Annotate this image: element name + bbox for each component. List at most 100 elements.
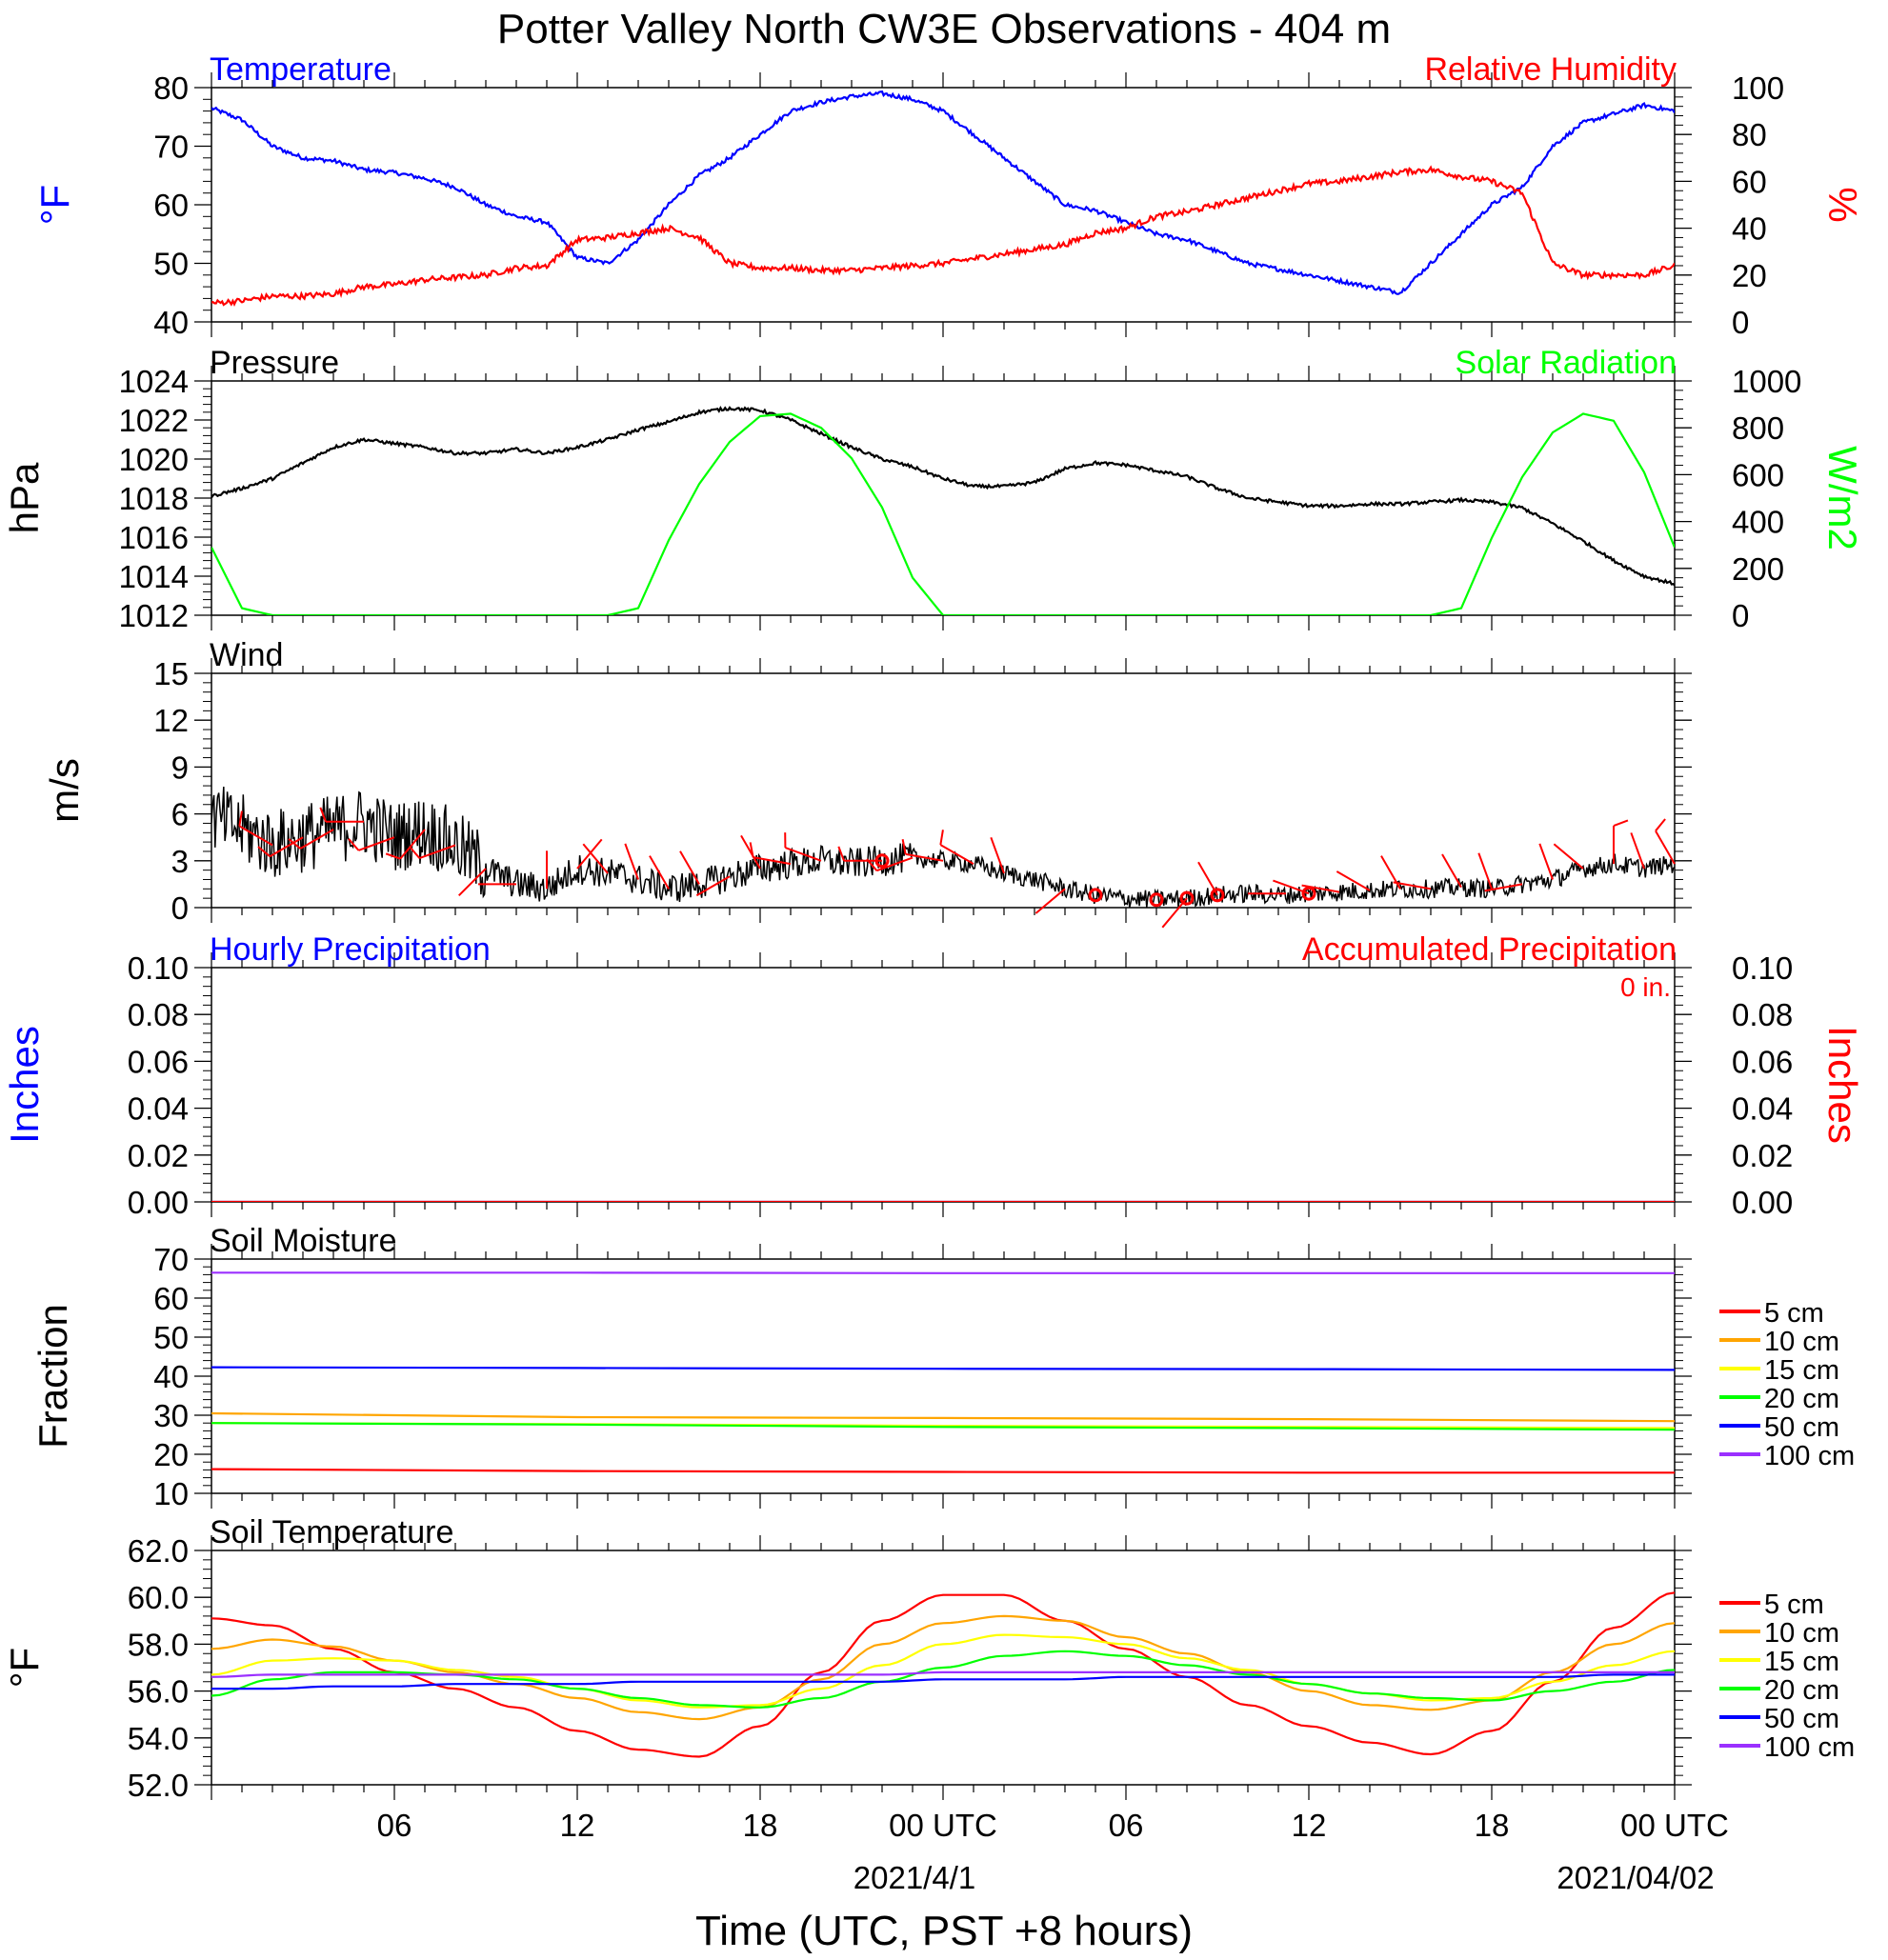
panel-title-left: Pressure (210, 345, 339, 381)
wind-barb (299, 829, 334, 850)
y-left-tick-label: 56.0 (128, 1674, 189, 1710)
series-line-20-cm (211, 1422, 1675, 1431)
y-left-tick-label: 52.0 (128, 1768, 189, 1803)
y-right-tick-label: 20 (1732, 258, 1767, 293)
series-line-50-cm (211, 1673, 1675, 1690)
y-left-tick-label: 0.10 (128, 950, 189, 986)
x-axis-label: Time (UTC, PST +8 hours) (695, 1908, 1193, 1954)
series-line-50-cm (211, 1366, 1675, 1371)
y-right-tick-label: 600 (1732, 457, 1784, 492)
y-left-tick-label: 60 (153, 1281, 189, 1316)
y-right-tick-label: 0.02 (1732, 1138, 1793, 1173)
wind-barb (649, 855, 670, 890)
legend-label: 20 cm (1764, 1675, 1839, 1706)
x-axis-date-2: 2021/04/02 (1557, 1860, 1714, 1895)
wind-barb (419, 844, 456, 860)
wind-barb (679, 850, 700, 885)
x-tick-label: 06 (1109, 1808, 1144, 1843)
y-right-axis-label: W/m2 (1820, 446, 1865, 550)
wind-barb-flag (939, 830, 944, 846)
y-left-tick-label: 10 (153, 1476, 189, 1511)
series-line-wind-speed (211, 786, 1675, 908)
series-line-pressure (211, 405, 1675, 587)
y-left-tick-label: 60.0 (128, 1580, 189, 1615)
legend-label: 15 cm (1764, 1355, 1839, 1386)
wind-barb (1336, 870, 1371, 891)
y-left-tick-label: 70 (153, 1242, 189, 1277)
panel-title-right: Accumulated Precipitation (1302, 931, 1677, 968)
wind-barb (905, 852, 944, 862)
x-tick-label: 12 (560, 1808, 595, 1843)
panel-frame (211, 672, 1676, 909)
x-tick-label: 00 UTC (1620, 1808, 1729, 1843)
legend-label: 10 cm (1764, 1327, 1839, 1357)
y-left-tick-label: 62.0 (128, 1533, 189, 1569)
wind-barb (740, 834, 761, 870)
panel-title-left: Soil Moisture (210, 1223, 397, 1259)
panel-title-left: Hourly Precipitation (210, 931, 491, 968)
wind-barb (1477, 852, 1493, 890)
y-left-tick-label: 12 (153, 703, 189, 738)
y-left-tick-label: 1024 (119, 364, 189, 399)
wind-barb (1538, 843, 1554, 880)
wind-barb-flag (749, 842, 754, 858)
y-left-axis-label: °F (32, 185, 77, 225)
panel-frame (211, 87, 1676, 323)
wind-barb (876, 856, 914, 872)
series-line-temperature (211, 90, 1675, 295)
panel-frame (211, 967, 1676, 1203)
panel-wind: 0 3 6 9 12 15 Wind m/s (42, 637, 1692, 929)
y-right-axis-label: % (1820, 187, 1865, 222)
wind-barb-flag (385, 852, 401, 860)
y-right-tick-label: 800 (1732, 410, 1784, 446)
panel-frame (211, 380, 1676, 616)
y-right-tick-label: 60 (1732, 164, 1767, 199)
wind-barb (358, 836, 395, 851)
y-left-tick-label: 30 (153, 1398, 189, 1433)
y-left-tick-label: 6 (171, 797, 189, 832)
wind-barb (1655, 830, 1676, 865)
x-axis-date-1: 2021/4/1 (854, 1860, 975, 1895)
wind-barb-flag (238, 810, 243, 827)
figure-title: Potter Valley North CW3E Observations - … (497, 6, 1391, 52)
legend-label: 10 cm (1764, 1618, 1839, 1649)
wind-barb (576, 838, 603, 870)
y-right-tick-label: 100 (1732, 70, 1784, 106)
y-right-tick-label: 200 (1732, 551, 1784, 587)
y-right-tick-label: 1000 (1732, 364, 1801, 399)
y-left-tick-label: 40 (153, 305, 189, 340)
calm-wind-circle (1210, 888, 1225, 903)
legend-label: 5 cm (1764, 1590, 1824, 1620)
y-left-tick-label: 1020 (119, 442, 189, 477)
wind-barb-flag (837, 846, 845, 862)
wind-barb (582, 843, 609, 874)
wind-barb (624, 843, 639, 880)
y-left-tick-label: 20 (153, 1437, 189, 1472)
y-left-tick-label: 1018 (119, 481, 189, 516)
wind-barb (753, 856, 792, 866)
wind-barb-flag (866, 858, 878, 871)
series-line-10-cm (211, 1411, 1675, 1423)
series-line-5-cm (211, 1591, 1675, 1758)
legend-label: 5 cm (1764, 1298, 1824, 1329)
wind-barb (1393, 881, 1432, 890)
panel-pressure-solar: 1012 1014 1016 1018 1020 1022 1024 0 200 400 600 80… (2, 345, 1865, 633)
wind-barb-flag (257, 846, 271, 857)
y-left-tick-label: 58.0 (128, 1627, 189, 1662)
series-line-relative-humidity (211, 165, 1675, 307)
y-left-tick-label: 1016 (119, 520, 189, 555)
wind-barb (1034, 888, 1066, 914)
calm-wind-circle (1088, 888, 1103, 903)
panel-title-left: Temperature (210, 51, 392, 88)
panel-precipitation: 0.00 0.02 0.04 0.06 0.08 0.10 0.00 0.02 0.04 0.06… (2, 931, 1865, 1220)
panel-title-right: Relative Humidity (1424, 51, 1677, 88)
wind-barb-flag (1655, 818, 1666, 832)
series-line-100-cm (211, 1670, 1675, 1678)
y-right-tick-label: 80 (1732, 117, 1767, 152)
y-right-tick-label: 0.00 (1732, 1185, 1793, 1220)
wind-barb (1630, 832, 1645, 870)
y-right-tick-label: 0 (1732, 598, 1749, 633)
panel-series (211, 1271, 1675, 1474)
